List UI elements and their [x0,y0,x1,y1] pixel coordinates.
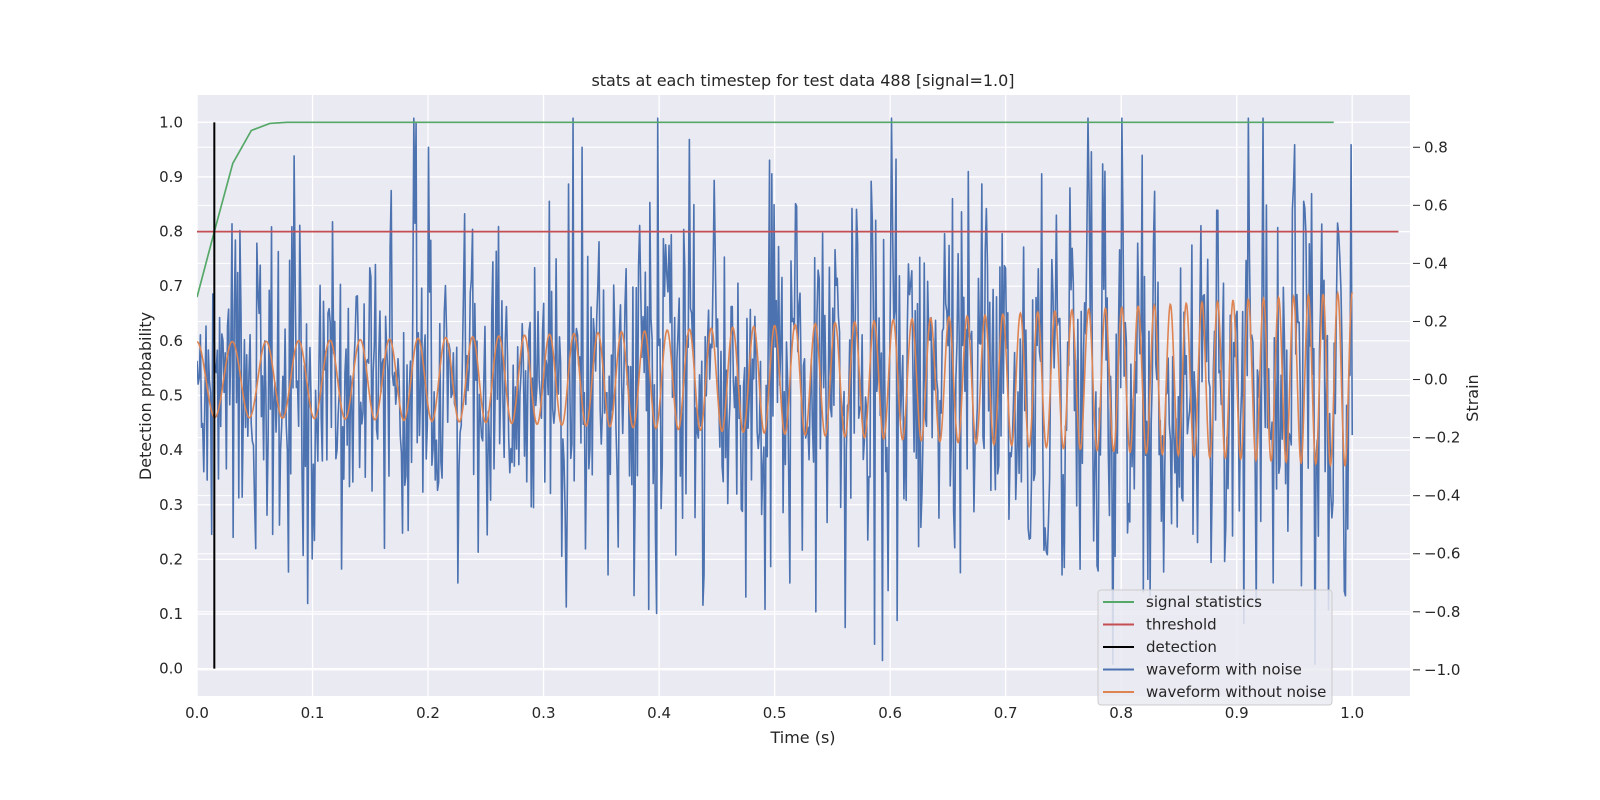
x-tick-label: 0.3 [532,704,556,722]
x-tick-label: 0.0 [185,704,209,722]
y-tick-label-right: 0.4 [1424,254,1448,272]
series-signal-statistics [197,121,1334,298]
chart-title: stats at each timestep for test data 488… [591,71,1014,90]
y-tick-label-left: 0.6 [159,332,183,350]
y-tick-label-left: 1.0 [159,113,183,131]
legend-label: waveform with noise [1146,661,1302,679]
legend: signal statistics threshold detection wavef… [1097,589,1333,706]
x-tick-label: 1.0 [1340,704,1364,722]
y-tick-label-left: 0.8 [159,223,183,241]
legend-label: waveform without noise [1146,683,1326,701]
x-tick-label: 0.5 [763,704,787,722]
tick-labels: 0.0 0.1 0.2 0.3 0.4 0.5 0.6 0.7 0.8 0.9 1.0 0.0 0.1 0… [159,113,1460,722]
y-tick-label-right: 0.0 [1424,371,1448,389]
legend-box [1097,589,1333,706]
y-tick-label-right: 0.6 [1424,196,1448,214]
y-axis-label-right: Strain [1463,374,1482,421]
x-tick-label: 0.9 [1225,704,1249,722]
y-tick-label-left: 0.3 [159,496,183,514]
y-tick-label-left: 0.4 [159,441,183,459]
y-tick-label-left: 0.0 [159,660,183,678]
y-tick-label-left: 0.1 [159,605,183,623]
series-waveform-without-noise [197,290,1354,468]
y-tick-label-left: 0.2 [159,550,183,568]
x-tick-label: 0.1 [301,704,325,722]
y-axis-label-left: Detection probability [136,312,155,480]
legend-label: detection [1146,638,1217,656]
y-tick-label-right: −0.4 [1424,487,1460,505]
x-axis-label: Time (s) [769,728,835,747]
y-tick-label-left: 0.5 [159,387,183,405]
series-waveform-with-noise [197,117,1354,665]
x-tick-label: 0.8 [1109,704,1133,722]
y-tick-label-right: 0.2 [1424,312,1448,330]
x-tick-label: 0.7 [994,704,1018,722]
y-tick-label-left: 0.7 [159,277,183,295]
y-tick-label-right: −1.0 [1424,661,1460,679]
plot-series [197,117,1399,669]
y-tick-label-left: 0.9 [159,168,183,186]
legend-label: signal statistics [1146,593,1262,611]
x-tick-label: 0.6 [878,704,902,722]
legend-label: threshold [1146,616,1217,634]
y-tick-label-right: 0.8 [1424,138,1448,156]
y-tick-label-right: −0.6 [1424,545,1460,563]
x-tick-label: 0.4 [647,704,671,722]
y-tick-label-right: −0.2 [1424,429,1460,447]
x-tick-label: 0.2 [416,704,440,722]
y-tick-label-right: −0.8 [1424,603,1460,621]
